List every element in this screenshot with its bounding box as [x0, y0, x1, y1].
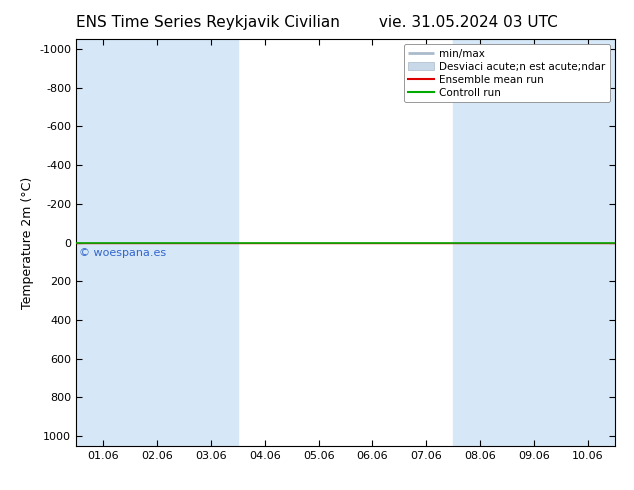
Text: © woespana.es: © woespana.es [79, 248, 166, 258]
Y-axis label: Temperature 2m (°C): Temperature 2m (°C) [21, 176, 34, 309]
Bar [130, 39, 184, 446]
Bar [561, 39, 615, 446]
Bar [507, 39, 561, 446]
Bar [76, 39, 130, 446]
Bar [453, 39, 507, 446]
Text: ENS Time Series Reykjavik Civilian        vie. 31.05.2024 03 UTC: ENS Time Series Reykjavik Civilian vie. … [76, 15, 558, 30]
Bar [184, 39, 238, 446]
Legend: min/max, Desviaci acute;n est acute;ndar, Ensemble mean run, Controll run: min/max, Desviaci acute;n est acute;ndar… [404, 45, 610, 102]
